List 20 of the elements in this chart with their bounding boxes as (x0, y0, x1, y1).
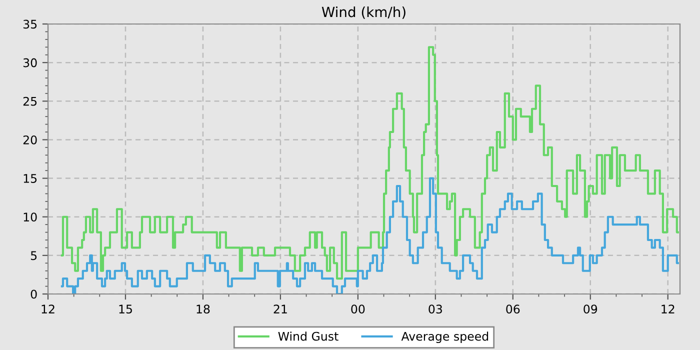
legend-label: Wind Gust (278, 332, 338, 341)
y-tick-label: 15 (24, 174, 37, 183)
legend-label: Average speed (401, 332, 488, 344)
x-tick-label: 18 (196, 304, 210, 314)
y-tick-label: 5 (30, 251, 37, 260)
y-tick-label: 0 (30, 290, 37, 299)
x-tick-label: 00 (351, 304, 365, 314)
chart-title: Wind (km/h) (322, 6, 406, 19)
y-tick-label: 30 (23, 58, 37, 68)
x-tick-label: 06 (506, 304, 520, 314)
y-tick-label: 25 (23, 96, 37, 106)
x-tick-label: 12 (42, 304, 54, 314)
y-tick-label: 20 (23, 135, 37, 144)
x-tick-label: 03 (428, 304, 442, 314)
x-tick-label: 15 (119, 304, 132, 314)
x-tick-label: 09 (584, 304, 598, 314)
x-tick-label: 12 (662, 304, 674, 314)
x-tick-label: 21 (274, 304, 287, 314)
y-tick-label: 35 (23, 20, 37, 29)
y-tick-label: 10 (24, 212, 37, 222)
